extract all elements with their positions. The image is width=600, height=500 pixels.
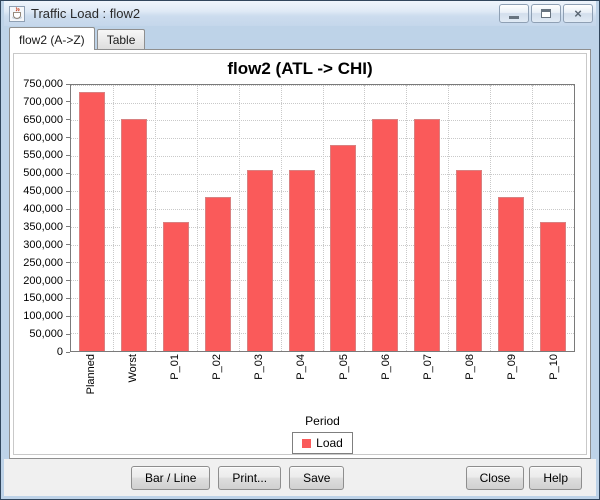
x-axis-labels-row: Planned Worst P_01 P_02 P_03 P_04 P_05 P_06 P_07… [14, 352, 586, 414]
y-tick-label: 400,000 [23, 203, 70, 215]
gridline-vertical [154, 85, 156, 351]
chart-bar-P_09 [498, 196, 525, 351]
gridline-vertical [364, 85, 366, 351]
chart-bar-P_06 [372, 118, 399, 351]
y-tick-label: 150,000 [23, 292, 70, 304]
chart-bar-P_02 [204, 196, 231, 351]
legend-color-swatch [302, 438, 312, 448]
plot-area [70, 84, 575, 352]
x-tick-label: P_08 [463, 354, 476, 380]
y-tick-label: 250,000 [23, 257, 70, 269]
tab-content-panel: flow2 (ATL -> CHI) 0 50,000 100,000 150,000… [9, 49, 591, 459]
y-tick-label: 300,000 [23, 239, 70, 251]
print-button[interactable]: Print... [218, 465, 282, 490]
y-tick-label: 700,000 [23, 96, 70, 108]
chart-bar-P_01 [162, 221, 189, 351]
y-tick-label: 550,000 [23, 149, 70, 161]
chart-bar-P_05 [330, 145, 357, 351]
x-tick-label: P_06 [379, 354, 392, 380]
right-button-group: Close Help [465, 465, 582, 490]
minimize-button[interactable] [499, 4, 529, 23]
x-tick-label: P_07 [421, 354, 434, 380]
x-tick-label: P_09 [505, 354, 518, 380]
tab-bar: flow2 (A->Z) Table [4, 26, 596, 50]
y-tick-label: 0 [57, 346, 70, 358]
x-tick-label: P_05 [337, 354, 350, 380]
y-axis: 0 50,000 100,000 150,000 200,000 250,000 300,0… [14, 78, 70, 358]
chart-bar-P_10 [540, 221, 567, 351]
chart-bar-Worst [120, 118, 147, 351]
chart-bar-P_08 [456, 170, 483, 351]
gridline-vertical [112, 85, 114, 351]
legend-row: Load [70, 432, 575, 454]
x-tick-label: Planned [85, 354, 98, 395]
x-tick-label: P_10 [547, 354, 560, 380]
y-tick-label: 100,000 [23, 310, 70, 322]
plot-row: 0 50,000 100,000 150,000 200,000 250,000 300,0… [14, 78, 586, 358]
window-title: Traffic Load : flow2 [31, 6, 141, 21]
maximize-icon [541, 9, 551, 18]
tab-table[interactable]: Table [96, 29, 146, 49]
close-icon: × [574, 6, 582, 21]
y-tick-label: 600,000 [23, 132, 70, 144]
x-labels: Planned Worst P_01 P_02 P_03 P_04 P_05 P_06 P_07… [70, 352, 575, 414]
button-row: Bar / Line Print... Save Close Help [4, 459, 596, 496]
chart-bar-P_03 [246, 170, 273, 351]
x-tick-label: P_02 [211, 354, 224, 380]
help-button[interactable]: Help [529, 465, 582, 490]
y-tick-label: 200,000 [23, 275, 70, 287]
gridline-vertical [532, 85, 534, 351]
gridline-vertical [280, 85, 282, 351]
gridline-vertical [196, 85, 198, 351]
chart-panel: flow2 (ATL -> CHI) 0 50,000 100,000 150,000… [13, 53, 587, 455]
gridline-vertical [322, 85, 324, 351]
x-tick-label: Worst [127, 354, 140, 383]
gridline-vertical [448, 85, 450, 351]
maximize-button[interactable] [531, 4, 561, 23]
legend: Load [292, 432, 353, 454]
window-controls: × [499, 4, 593, 23]
gridline-vertical [238, 85, 240, 351]
legend-label: Load [316, 436, 343, 450]
bar-line-button[interactable]: Bar / Line [131, 465, 211, 490]
y-tick-label: 50,000 [29, 328, 70, 340]
y-tick-label: 650,000 [23, 114, 70, 126]
y-tick-label: 500,000 [23, 167, 70, 179]
close-button[interactable]: Close [465, 465, 525, 490]
x-tick-label: P_04 [295, 354, 308, 380]
chart-title: flow2 (ATL -> CHI) [227, 59, 373, 78]
x-axis-title: Period [305, 414, 340, 428]
chart-bar-P_07 [414, 118, 441, 351]
title-bar[interactable]: Traffic Load : flow2 × [4, 1, 596, 26]
gridline-vertical [490, 85, 492, 351]
y-tick-label: 350,000 [23, 221, 70, 233]
y-tick-label: 450,000 [23, 185, 70, 197]
close-window-button[interactable]: × [563, 4, 593, 23]
tab-flow2-az[interactable]: flow2 (A->Z) [9, 27, 95, 50]
chart-bar-P_04 [288, 170, 315, 351]
x-tick-label: P_01 [169, 354, 182, 380]
x-tick-label: P_03 [253, 354, 266, 380]
chart-bar-Planned [78, 92, 105, 351]
gridline-vertical [406, 85, 408, 351]
gridline-horizontal [71, 102, 574, 104]
java-coffee-icon [9, 5, 25, 22]
gridline-horizontal [71, 85, 574, 86]
save-button[interactable]: Save [289, 465, 345, 490]
y-tick-label: 750,000 [23, 78, 70, 90]
minimize-icon [509, 16, 519, 19]
